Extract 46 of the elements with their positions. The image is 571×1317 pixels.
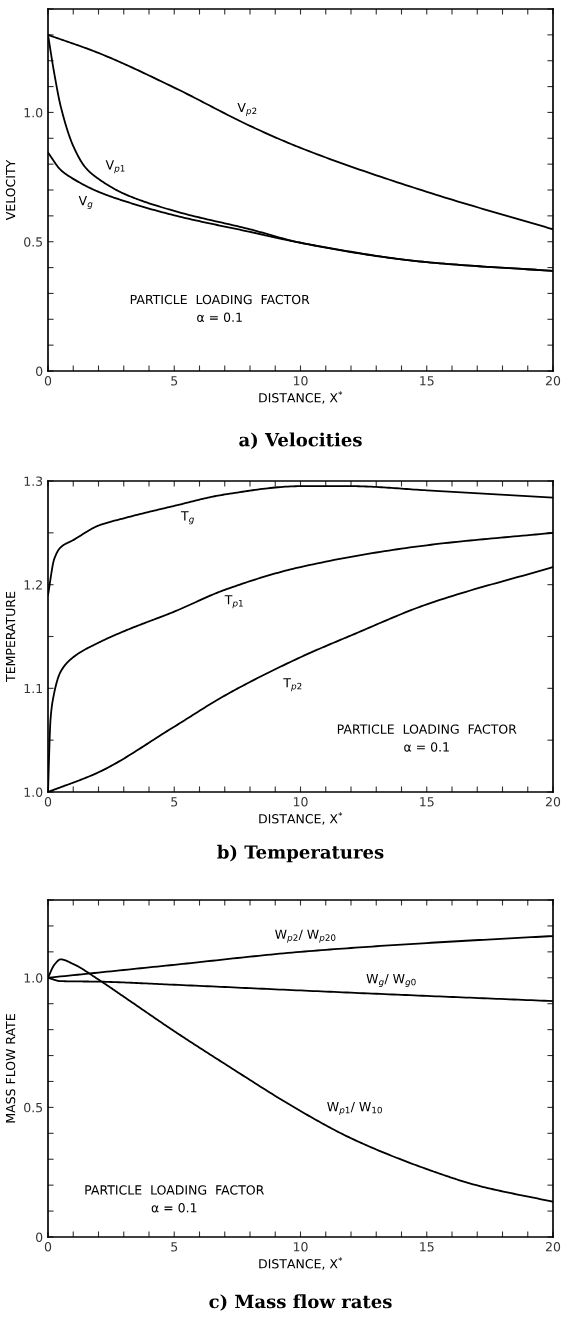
y-tick-label: 0.5 <box>24 237 43 247</box>
x-tick-label: 20 <box>545 797 561 807</box>
y-tick-label: 1.3 <box>24 476 43 486</box>
series-label: V$_{g}$ <box>78 196 93 210</box>
y-axis-title: VELOCITY <box>5 159 16 221</box>
x-tick-label: 10 <box>293 797 308 807</box>
x-tick-label: 15 <box>420 1242 434 1252</box>
annotation: PARTICLE LOADING FACTOR α = 0.1 <box>337 724 517 752</box>
y-tick-label: 1.1 <box>24 683 42 694</box>
series-label: W$_{g}$/ W$_{g0}$ <box>366 974 416 988</box>
y-tick-label: 0 <box>36 1232 43 1242</box>
series-label: T$_{g}$ <box>180 511 194 525</box>
x-tick-label: 5 <box>171 1242 178 1252</box>
series-label: T$_{p1}$ <box>224 595 243 609</box>
x-tick-label: 0 <box>44 797 52 807</box>
annotation: PARTICLE LOADING FACTOR α = 0.1 <box>85 1185 264 1213</box>
series-label: V$_{p2}$ <box>237 102 257 116</box>
x-tick-label: 5 <box>171 376 178 386</box>
text: c) Mass flow rates <box>209 1294 392 1311</box>
y-tick-label: 1.2 <box>24 580 42 590</box>
x-tick-label: 15 <box>420 797 434 807</box>
x-tick-label: 10 <box>293 376 308 386</box>
series-label: T$_{p2}$ <box>283 678 302 692</box>
x-tick-label: 5 <box>171 797 178 807</box>
x-tick-label: 20 <box>545 1242 561 1252</box>
series-label: W$_{p1}$/ W$_{10}$ <box>327 1102 382 1116</box>
text: b) Temperatures <box>217 844 384 863</box>
x-axis-title: DISTANCE, X$^{*}$ <box>259 812 343 825</box>
x-tick-label: 20 <box>545 376 561 386</box>
x-axis-title: DISTANCE, X$^{*}$ <box>259 391 343 404</box>
y-axis-title: TEMPERATURE <box>5 591 16 682</box>
text: a) Velocities <box>239 432 362 450</box>
y-axis-title: MASS FLOW RATE <box>5 1014 16 1123</box>
x-tick-label: 10 <box>293 1242 308 1252</box>
y-tick-label: 1.0 <box>24 973 43 983</box>
y-tick-label: 0.5 <box>24 1102 43 1113</box>
x-axis-title: DISTANCE, X$^{*}$ <box>259 1257 343 1270</box>
x-tick-label: 0 <box>44 1242 52 1252</box>
series-label: W$_{p2}$/ W$_{p20}$ <box>275 929 336 943</box>
y-tick-label: 1.0 <box>24 787 43 797</box>
y-tick-label: 1.0 <box>24 107 43 118</box>
x-tick-label: 15 <box>420 376 434 386</box>
annotation: PARTICLE LOADING FACTOR α = 0.1 <box>130 294 310 322</box>
series-label: V$_{p1}$ <box>105 160 125 174</box>
y-tick-label: 0 <box>36 366 43 376</box>
x-tick-label: 0 <box>44 376 52 386</box>
